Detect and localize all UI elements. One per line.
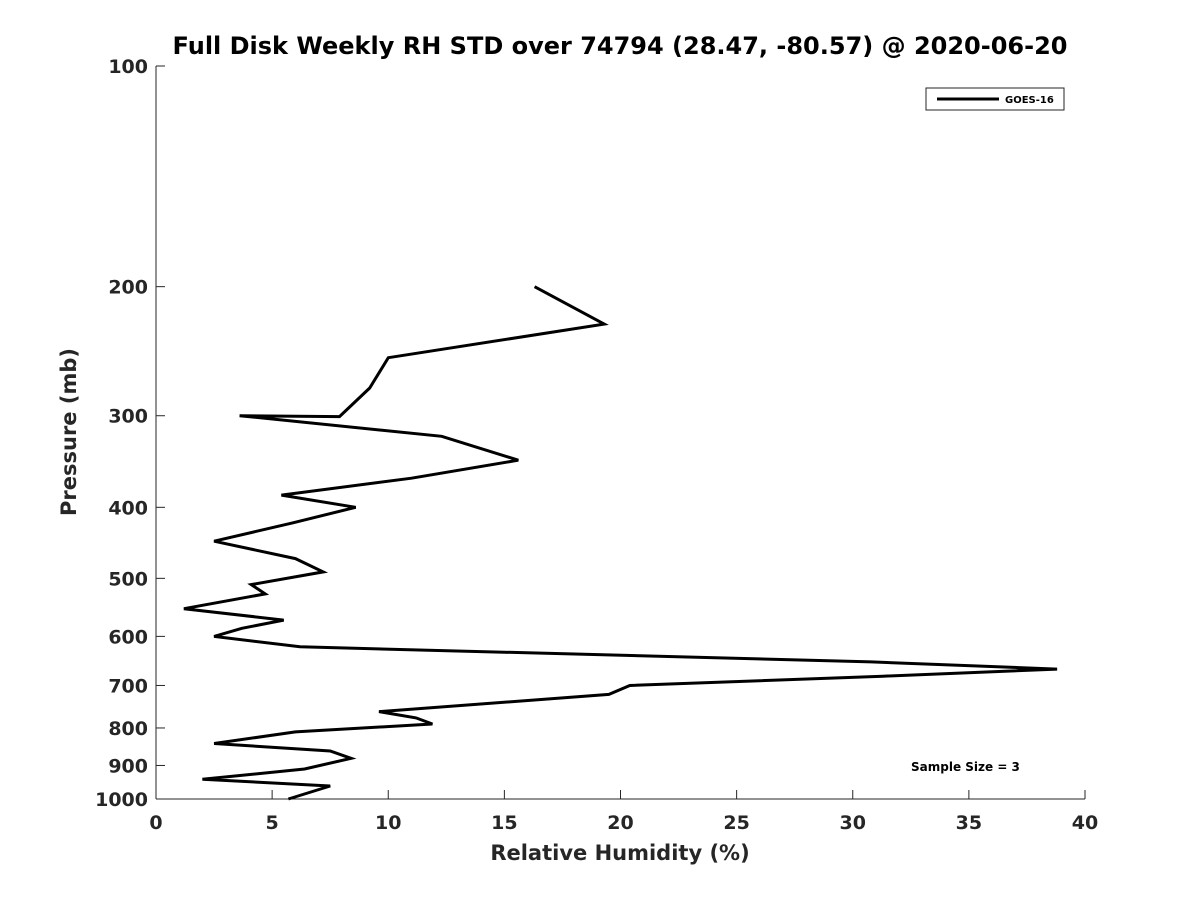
x-tick-label: 30	[840, 812, 866, 834]
x-tick-label: 35	[956, 812, 982, 834]
x-tick-label: 10	[375, 812, 401, 834]
plot-area	[156, 66, 1085, 799]
sample-size-annotation: Sample Size = 3	[911, 760, 1020, 774]
x-tick-label: 40	[1072, 812, 1098, 834]
y-tick-label: 400	[108, 497, 148, 519]
y-tick-label: 200	[108, 277, 148, 299]
y-tick-label: 900	[108, 755, 148, 777]
x-tick-label: 25	[723, 812, 749, 834]
y-tick-label: 100	[108, 56, 148, 78]
y-tick-label: 500	[108, 568, 148, 590]
x-axis-label: Relative Humidity (%)	[490, 841, 749, 865]
y-tick-label: 700	[108, 675, 148, 697]
y-axis-label: Pressure (mb)	[57, 348, 81, 516]
x-tick-label: 0	[149, 812, 162, 834]
x-tick-label: 20	[607, 812, 633, 834]
x-tick-label: 15	[491, 812, 517, 834]
y-axis-ticks: 100 200 300 400 500 600 700 800 900 1000	[95, 56, 165, 811]
x-axis-ticks: 0 5 10 15 20 25 30 35 40	[149, 790, 1098, 834]
y-tick-label: 600	[108, 626, 148, 648]
y-tick-label: 1000	[95, 789, 148, 811]
series-layer	[183, 285, 1058, 801]
y-tick-label: 800	[108, 718, 148, 740]
legend-label-goes-16: GOES-16	[1005, 95, 1054, 106]
x-tick-label: 5	[266, 812, 279, 834]
legend: GOES-16	[925, 87, 1065, 111]
series-line-goes-16	[183, 285, 1058, 801]
y-tick-label: 300	[108, 406, 148, 428]
chart-title: Full Disk Weekly RH STD over 74794 (28.4…	[173, 32, 1068, 60]
